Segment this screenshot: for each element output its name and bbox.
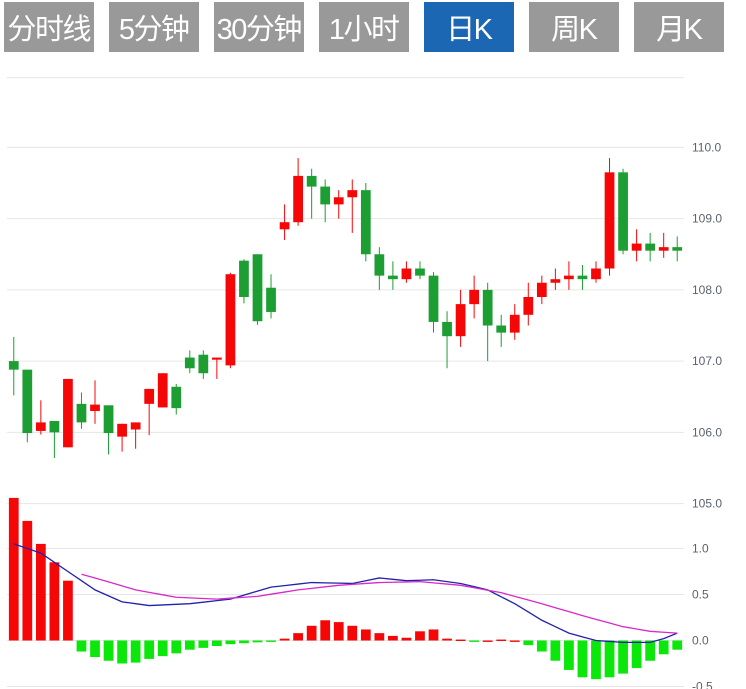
svg-text:105.0: 105.0 xyxy=(692,497,722,511)
svg-text:0.0: 0.0 xyxy=(692,634,709,648)
svg-text:110.0: 110.0 xyxy=(692,140,721,154)
svg-text:0.5: 0.5 xyxy=(692,588,709,602)
svg-text:1.0: 1.0 xyxy=(692,542,709,556)
svg-text:-0.5: -0.5 xyxy=(692,680,713,689)
svg-text:108.0: 108.0 xyxy=(692,283,722,297)
svg-text:106.0: 106.0 xyxy=(692,425,722,439)
svg-text:107.0: 107.0 xyxy=(692,354,722,368)
svg-text:109.0: 109.0 xyxy=(692,212,722,226)
